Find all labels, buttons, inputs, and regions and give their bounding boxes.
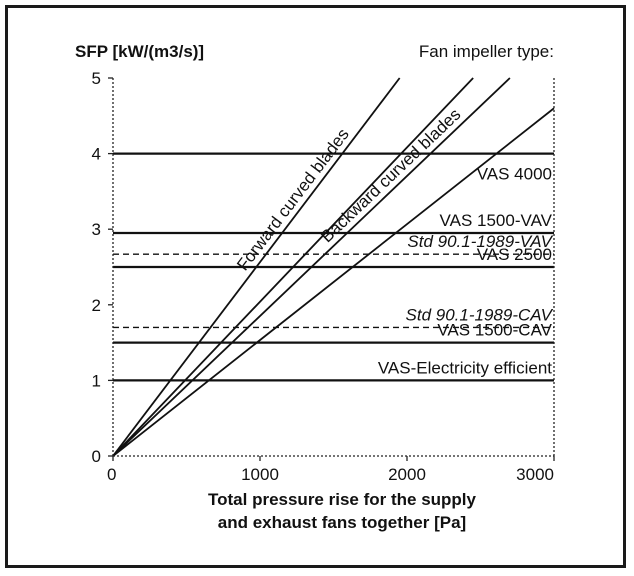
tick-labels: 0 1 2 3 4 5 0 1000 2000 3000	[92, 69, 555, 484]
y-tick-label: 0	[92, 447, 101, 466]
axes	[112, 78, 555, 457]
y-tick-label: 2	[92, 296, 101, 315]
x-axis-title-line2: and exhaust fans together [Pa]	[218, 513, 466, 532]
impeller-line	[112, 107, 555, 457]
y-tick-label: 5	[92, 69, 101, 88]
legend-title: Fan impeller type:	[419, 42, 554, 61]
level-label: VAS 1500-VAV	[440, 211, 553, 230]
y-axis-title: SFP [kW/(m3/s)]	[75, 42, 204, 61]
level-lines	[113, 152, 554, 382]
level-label: VAS 2500	[477, 245, 552, 264]
chart-svg: 0 1 2 3 4 5 0 1000 2000 3000 VAS 4000 VAS 1500-VAV…	[75, 42, 555, 532]
chart-frame: 0 1 2 3 4 5 0 1000 2000 3000 VAS 4000 VAS 1500-VAV…	[5, 5, 626, 568]
impeller-line	[112, 77, 511, 457]
y-tick-label: 1	[92, 371, 101, 390]
level-label: Std 90.1-1989-CAV	[406, 305, 554, 324]
impeller-line	[112, 77, 401, 457]
level-label: Std 90.1-1989-VAV	[407, 232, 553, 251]
y-tick-label: 3	[92, 220, 101, 239]
impeller-line	[112, 77, 474, 457]
impeller-lines	[112, 77, 555, 457]
impeller-label: Forward curved blades	[233, 125, 353, 274]
level-label: VAS 4000	[477, 165, 552, 184]
x-axis-title-line1: Total pressure rise for the supply	[208, 490, 477, 509]
x-tick-label: 2000	[388, 465, 426, 484]
level-label: VAS-Electricity efficient	[378, 358, 552, 377]
x-tick-label: 1000	[241, 465, 279, 484]
level-label: VAS 1500-CAV	[437, 321, 552, 340]
y-tick-label: 4	[92, 145, 101, 164]
x-tick-label: 3000	[516, 465, 554, 484]
x-tick-label: 0	[107, 465, 116, 484]
